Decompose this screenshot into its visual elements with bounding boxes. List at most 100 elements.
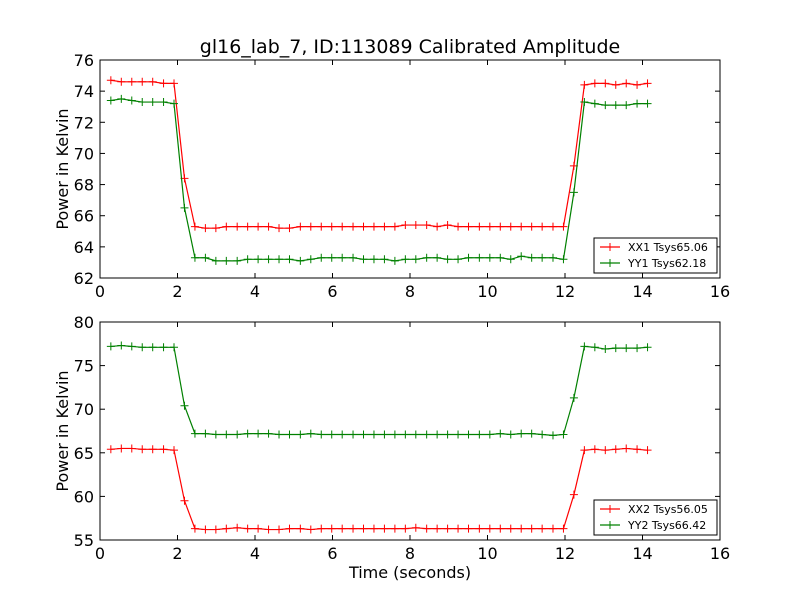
y-tick-label: 72 xyxy=(74,113,94,132)
data-point xyxy=(275,255,284,264)
x-tick-label: 4 xyxy=(250,282,260,301)
data-point xyxy=(306,525,315,534)
data-point xyxy=(327,222,336,231)
data-point xyxy=(517,252,526,261)
data-point xyxy=(464,524,473,533)
x-tick-label: 12 xyxy=(555,282,575,301)
y-tick-label: 65 xyxy=(74,444,94,463)
data-point xyxy=(422,430,431,439)
data-point xyxy=(264,429,273,438)
data-point xyxy=(190,253,199,262)
data-point xyxy=(201,429,210,438)
data-point xyxy=(285,524,294,533)
data-point xyxy=(233,523,242,532)
data-point xyxy=(117,94,126,103)
data-point xyxy=(380,222,389,231)
data-point xyxy=(211,430,220,439)
data-point xyxy=(349,524,358,533)
data-point xyxy=(233,430,242,439)
data-point xyxy=(170,99,179,108)
data-point xyxy=(317,222,326,231)
data-point xyxy=(611,101,620,110)
y-axis-label: Power in Kelvin xyxy=(53,108,72,229)
data-point xyxy=(106,96,115,105)
data-point xyxy=(138,98,147,107)
data-point xyxy=(254,222,263,231)
data-point xyxy=(527,222,536,231)
data-point xyxy=(369,222,378,231)
data-point xyxy=(106,76,115,85)
data-point xyxy=(601,446,610,455)
x-tick-label: 14 xyxy=(632,544,652,563)
legend-label: XX1 Tsys65.06 xyxy=(628,241,708,254)
data-point xyxy=(454,255,463,264)
data-point xyxy=(222,256,231,265)
data-point xyxy=(296,222,305,231)
x-tick-label: 14 xyxy=(632,282,652,301)
data-point xyxy=(369,430,378,439)
data-point xyxy=(401,221,410,230)
data-point xyxy=(475,222,484,231)
data-point xyxy=(548,431,557,440)
data-point xyxy=(538,222,547,231)
data-point xyxy=(359,255,368,264)
data-point xyxy=(454,430,463,439)
legend-label: YY1 Tsys62.18 xyxy=(627,257,706,270)
data-point xyxy=(485,222,494,231)
data-point xyxy=(222,524,231,533)
data-point xyxy=(138,445,147,454)
legend-label: YY2 Tsys66.42 xyxy=(627,519,706,532)
data-point xyxy=(569,393,578,402)
data-point xyxy=(633,344,642,353)
data-point xyxy=(517,524,526,533)
data-point xyxy=(159,98,168,107)
data-point xyxy=(380,255,389,264)
data-point xyxy=(317,430,326,439)
data-point xyxy=(580,446,589,455)
data-point xyxy=(254,524,263,533)
data-point xyxy=(443,221,452,230)
data-point xyxy=(317,524,326,533)
data-point xyxy=(359,430,368,439)
data-point xyxy=(580,98,589,107)
y-tick-label: 80 xyxy=(74,313,94,332)
data-point xyxy=(580,342,589,351)
data-point xyxy=(496,253,505,262)
data-point xyxy=(296,430,305,439)
data-point xyxy=(527,524,536,533)
data-point xyxy=(211,224,220,233)
data-point xyxy=(527,253,536,262)
data-point xyxy=(422,253,431,262)
x-tick-label: 8 xyxy=(405,544,415,563)
data-point xyxy=(127,96,136,105)
data-point xyxy=(106,445,115,454)
y-tick-label: 70 xyxy=(74,144,94,163)
y-tick-label: 64 xyxy=(74,238,94,257)
data-point xyxy=(485,253,494,262)
data-point xyxy=(190,222,199,231)
x-tick-label: 2 xyxy=(172,282,182,301)
data-point xyxy=(401,524,410,533)
data-point xyxy=(475,253,484,262)
data-point xyxy=(559,222,568,231)
data-point xyxy=(338,253,347,262)
data-point xyxy=(496,222,505,231)
data-point xyxy=(127,342,136,351)
series-line-2 xyxy=(110,98,648,262)
data-point xyxy=(443,524,452,533)
data-point xyxy=(390,256,399,265)
data-point xyxy=(590,445,599,454)
data-point xyxy=(233,256,242,265)
x-tick-label: 16 xyxy=(710,544,730,563)
data-point xyxy=(148,77,157,86)
data-point xyxy=(138,343,147,352)
data-point xyxy=(349,430,358,439)
data-point xyxy=(148,445,157,454)
data-point xyxy=(559,430,568,439)
data-point xyxy=(338,222,347,231)
data-point xyxy=(233,222,242,231)
chart-title: gl16_lab_7, ID:113089 Calibrated Amplitu… xyxy=(200,36,620,58)
data-point xyxy=(349,222,358,231)
data-point xyxy=(443,255,452,264)
